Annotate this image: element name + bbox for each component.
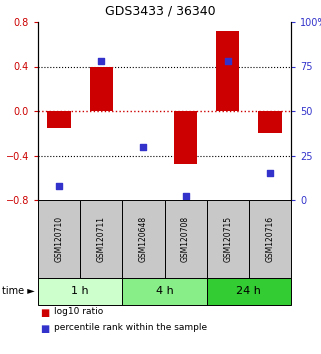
Point bbox=[225, 58, 230, 64]
Bar bbox=[48, 111, 71, 128]
Text: time ►: time ► bbox=[2, 286, 34, 297]
Text: ■: ■ bbox=[40, 308, 49, 318]
Text: GSM120708: GSM120708 bbox=[181, 216, 190, 262]
Text: GSM120648: GSM120648 bbox=[139, 216, 148, 262]
Point bbox=[183, 194, 188, 199]
Point bbox=[141, 144, 146, 149]
Text: GSM120716: GSM120716 bbox=[265, 216, 274, 262]
Text: GDS3433 / 36340: GDS3433 / 36340 bbox=[105, 4, 216, 17]
Bar bbox=[90, 67, 113, 111]
Text: ■: ■ bbox=[40, 324, 49, 334]
Text: GSM120711: GSM120711 bbox=[97, 216, 106, 262]
Bar bbox=[216, 31, 239, 111]
Text: GSM120710: GSM120710 bbox=[55, 216, 64, 262]
Text: 24 h: 24 h bbox=[236, 286, 261, 297]
Text: GSM120715: GSM120715 bbox=[223, 216, 232, 262]
Text: 4 h: 4 h bbox=[156, 286, 173, 297]
Bar bbox=[174, 111, 197, 164]
Bar bbox=[258, 111, 282, 133]
Text: 1 h: 1 h bbox=[71, 286, 89, 297]
Text: percentile rank within the sample: percentile rank within the sample bbox=[54, 323, 207, 332]
Point bbox=[267, 171, 273, 176]
Text: log10 ratio: log10 ratio bbox=[54, 307, 103, 316]
Point bbox=[56, 183, 62, 189]
Point bbox=[99, 58, 104, 64]
